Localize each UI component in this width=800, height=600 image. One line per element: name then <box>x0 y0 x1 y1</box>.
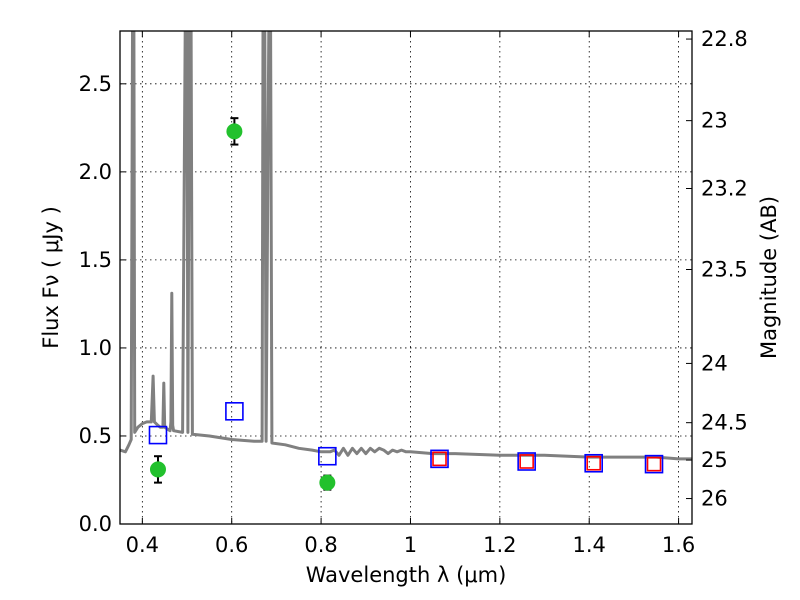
y2-tick-label: 23.2 <box>701 177 748 201</box>
x-tick-label: 0.4 <box>126 533 159 557</box>
photometry-point <box>226 123 243 140</box>
y-tick-label: 2.0 <box>79 160 112 184</box>
model-square-blue <box>517 452 536 471</box>
x-tick-label: 0.6 <box>215 533 248 557</box>
y-tick-label: 1.0 <box>79 336 112 360</box>
photometry-point <box>149 461 166 478</box>
model-square-blue <box>225 402 244 421</box>
y2-tick-label: 24.5 <box>701 411 748 435</box>
plot-frame <box>119 30 693 525</box>
model-square-blue <box>644 454 664 474</box>
model-square-red <box>586 455 601 471</box>
x-tick-label: 0.8 <box>304 533 337 557</box>
y2-tick-label: 25 <box>701 448 728 472</box>
spectrum-layer <box>120 31 692 461</box>
y2-tick-label: 22.8 <box>701 27 748 51</box>
model-square-red <box>646 456 662 472</box>
y-axis-label: Flux Fν ( μJy ) <box>39 206 63 349</box>
model-square-blue <box>584 453 603 473</box>
y2-axis-label: Magnitude (AB) <box>757 196 781 359</box>
model-square-blue <box>318 446 337 466</box>
x-tick-label: 1.2 <box>483 533 516 557</box>
photometry-layer <box>149 117 336 491</box>
axis-ticks <box>120 31 692 525</box>
y-tick-label: 0.0 <box>79 512 112 536</box>
y-tick-label: 0.5 <box>79 424 112 448</box>
model-square-blue <box>430 449 449 469</box>
x-tick-label: 1.4 <box>573 533 606 557</box>
x-tick-label: 1.6 <box>662 533 695 557</box>
x-axis-label: Wavelength λ (μm) <box>306 563 507 587</box>
tick-labels: 0.4 0.6 0.8 1 1.2 1.4 1.6 0.0 0.5 1.0 1.5 2.0 2.5 22.… <box>79 27 748 557</box>
photometry-point <box>319 474 336 491</box>
y2-tick-label: 23.5 <box>701 257 748 281</box>
model-square-blue <box>148 425 168 445</box>
model-squares-layer <box>148 402 664 474</box>
y-tick-label: 1.5 <box>79 248 112 272</box>
grid-lines <box>120 31 692 525</box>
x-tick-label: 1 <box>404 533 417 557</box>
y2-tick-label: 24 <box>701 351 728 375</box>
model-square-red <box>519 454 534 469</box>
y2-tick-label: 23 <box>701 109 728 133</box>
y2-tick-label: 26 <box>701 487 728 511</box>
model-square-red <box>432 451 447 467</box>
sed-spectrum-line <box>120 31 692 461</box>
y-tick-label: 2.5 <box>79 72 112 96</box>
